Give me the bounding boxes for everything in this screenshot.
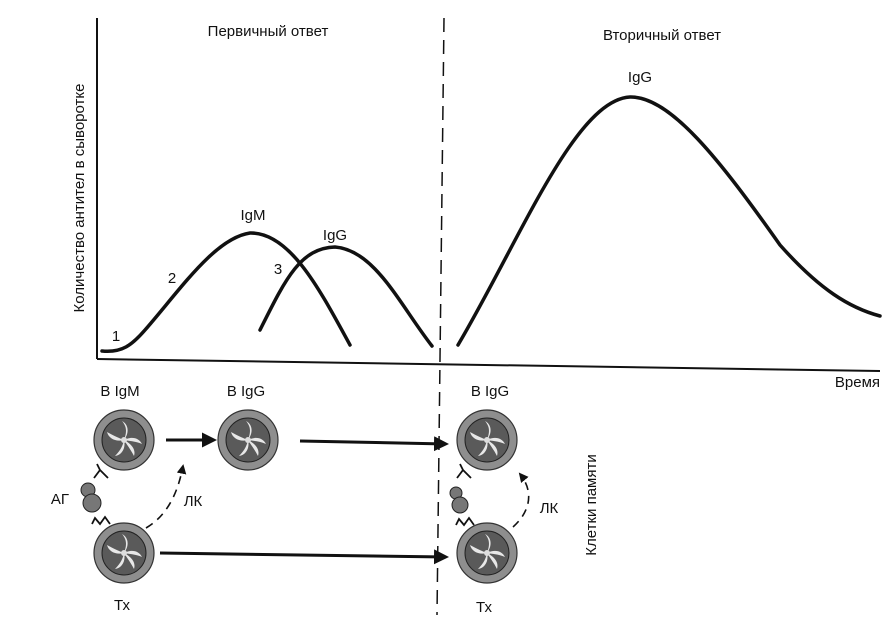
b-igg-primary-label: B IgG	[227, 383, 265, 400]
b-igg-primary-cell	[217, 409, 279, 471]
th-receptor-secondary	[455, 516, 475, 527]
igg-primary-label: IgG	[323, 227, 347, 244]
igg-primary-curve	[258, 245, 434, 348]
phase-marker-2: 2	[168, 270, 176, 287]
th-primary-cell	[93, 522, 155, 584]
th-primary-label: Тх	[114, 597, 131, 614]
th-receptor-primary	[91, 515, 111, 526]
lymphokine-arrow-secondary	[512, 472, 530, 528]
response-divider	[436, 17, 445, 616]
b-igm-cell	[93, 409, 155, 471]
arrow-bigg-to-memory	[299, 436, 449, 452]
antigen-label: АГ	[51, 491, 69, 508]
b-cell-receptor-primary	[93, 463, 109, 479]
y-axis-label: Количество антител в сыворотке	[71, 84, 88, 313]
memory-cells-label: Клетки памяти	[583, 454, 600, 555]
igm-primary-curve	[100, 231, 352, 354]
lymphokine-label-secondary: ЛК	[540, 500, 559, 517]
b-cell-receptor-secondary	[456, 463, 472, 479]
antigen-secondary	[451, 496, 469, 514]
th-secondary-label: Тх	[476, 599, 493, 616]
phase-marker-1: 1	[112, 328, 120, 345]
x-axis-label: Время	[835, 374, 880, 391]
arrow-th-to-memory	[159, 549, 449, 565]
secondary-response-title: Вторичный ответ	[603, 27, 721, 44]
th-secondary-cell	[456, 522, 518, 584]
b-igg-secondary-cell	[456, 409, 518, 471]
b-igm-label: B IgM	[100, 383, 139, 400]
igg-secondary-label: IgG	[628, 69, 652, 86]
antigen-primary	[82, 493, 102, 513]
igm-primary-label: IgM	[240, 207, 265, 224]
b-igg-secondary-label: B IgG	[471, 383, 509, 400]
igg-secondary-curve	[456, 95, 882, 347]
phase-marker-3: 3	[274, 261, 282, 278]
x-axis	[96, 358, 881, 372]
lymphokine-arrow-primary	[145, 464, 187, 529]
lymphokine-label-primary: ЛК	[184, 493, 203, 510]
primary-response-title: Первичный ответ	[208, 23, 329, 40]
